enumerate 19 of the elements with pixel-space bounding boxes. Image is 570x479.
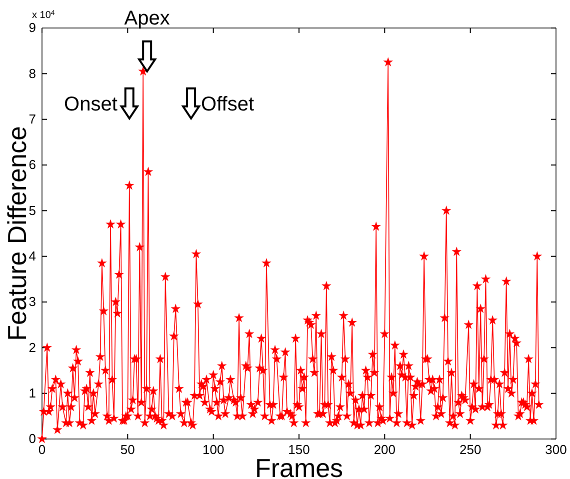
- x-tick-label: 300: [545, 442, 567, 458]
- text: x 10$^{4}$: [32, 10, 55, 21]
- annotation: Offset: [201, 93, 254, 116]
- y-tick-label: 6: [28, 157, 36, 172]
- y-tick-label: 0: [28, 431, 36, 446]
- x-tick-label: 0: [38, 442, 46, 458]
- annotation: Onset: [64, 93, 118, 116]
- x-tick-label: 200: [374, 442, 396, 458]
- y-tick-label: 9: [28, 20, 36, 36]
- x-tick-label: 50: [120, 442, 135, 458]
- y-tick-label: 7: [28, 111, 36, 126]
- y-tick-label: 1: [28, 385, 36, 400]
- y-tick-label: 5: [28, 202, 36, 218]
- y-tick-label: 2: [28, 340, 36, 355]
- y-tick-label: 4: [28, 248, 36, 264]
- x-tick-label: 100: [202, 442, 224, 458]
- y-tick-label: 8: [28, 66, 36, 81]
- x-tick-label: 250: [459, 442, 482, 458]
- annotation: Apex: [124, 7, 170, 30]
